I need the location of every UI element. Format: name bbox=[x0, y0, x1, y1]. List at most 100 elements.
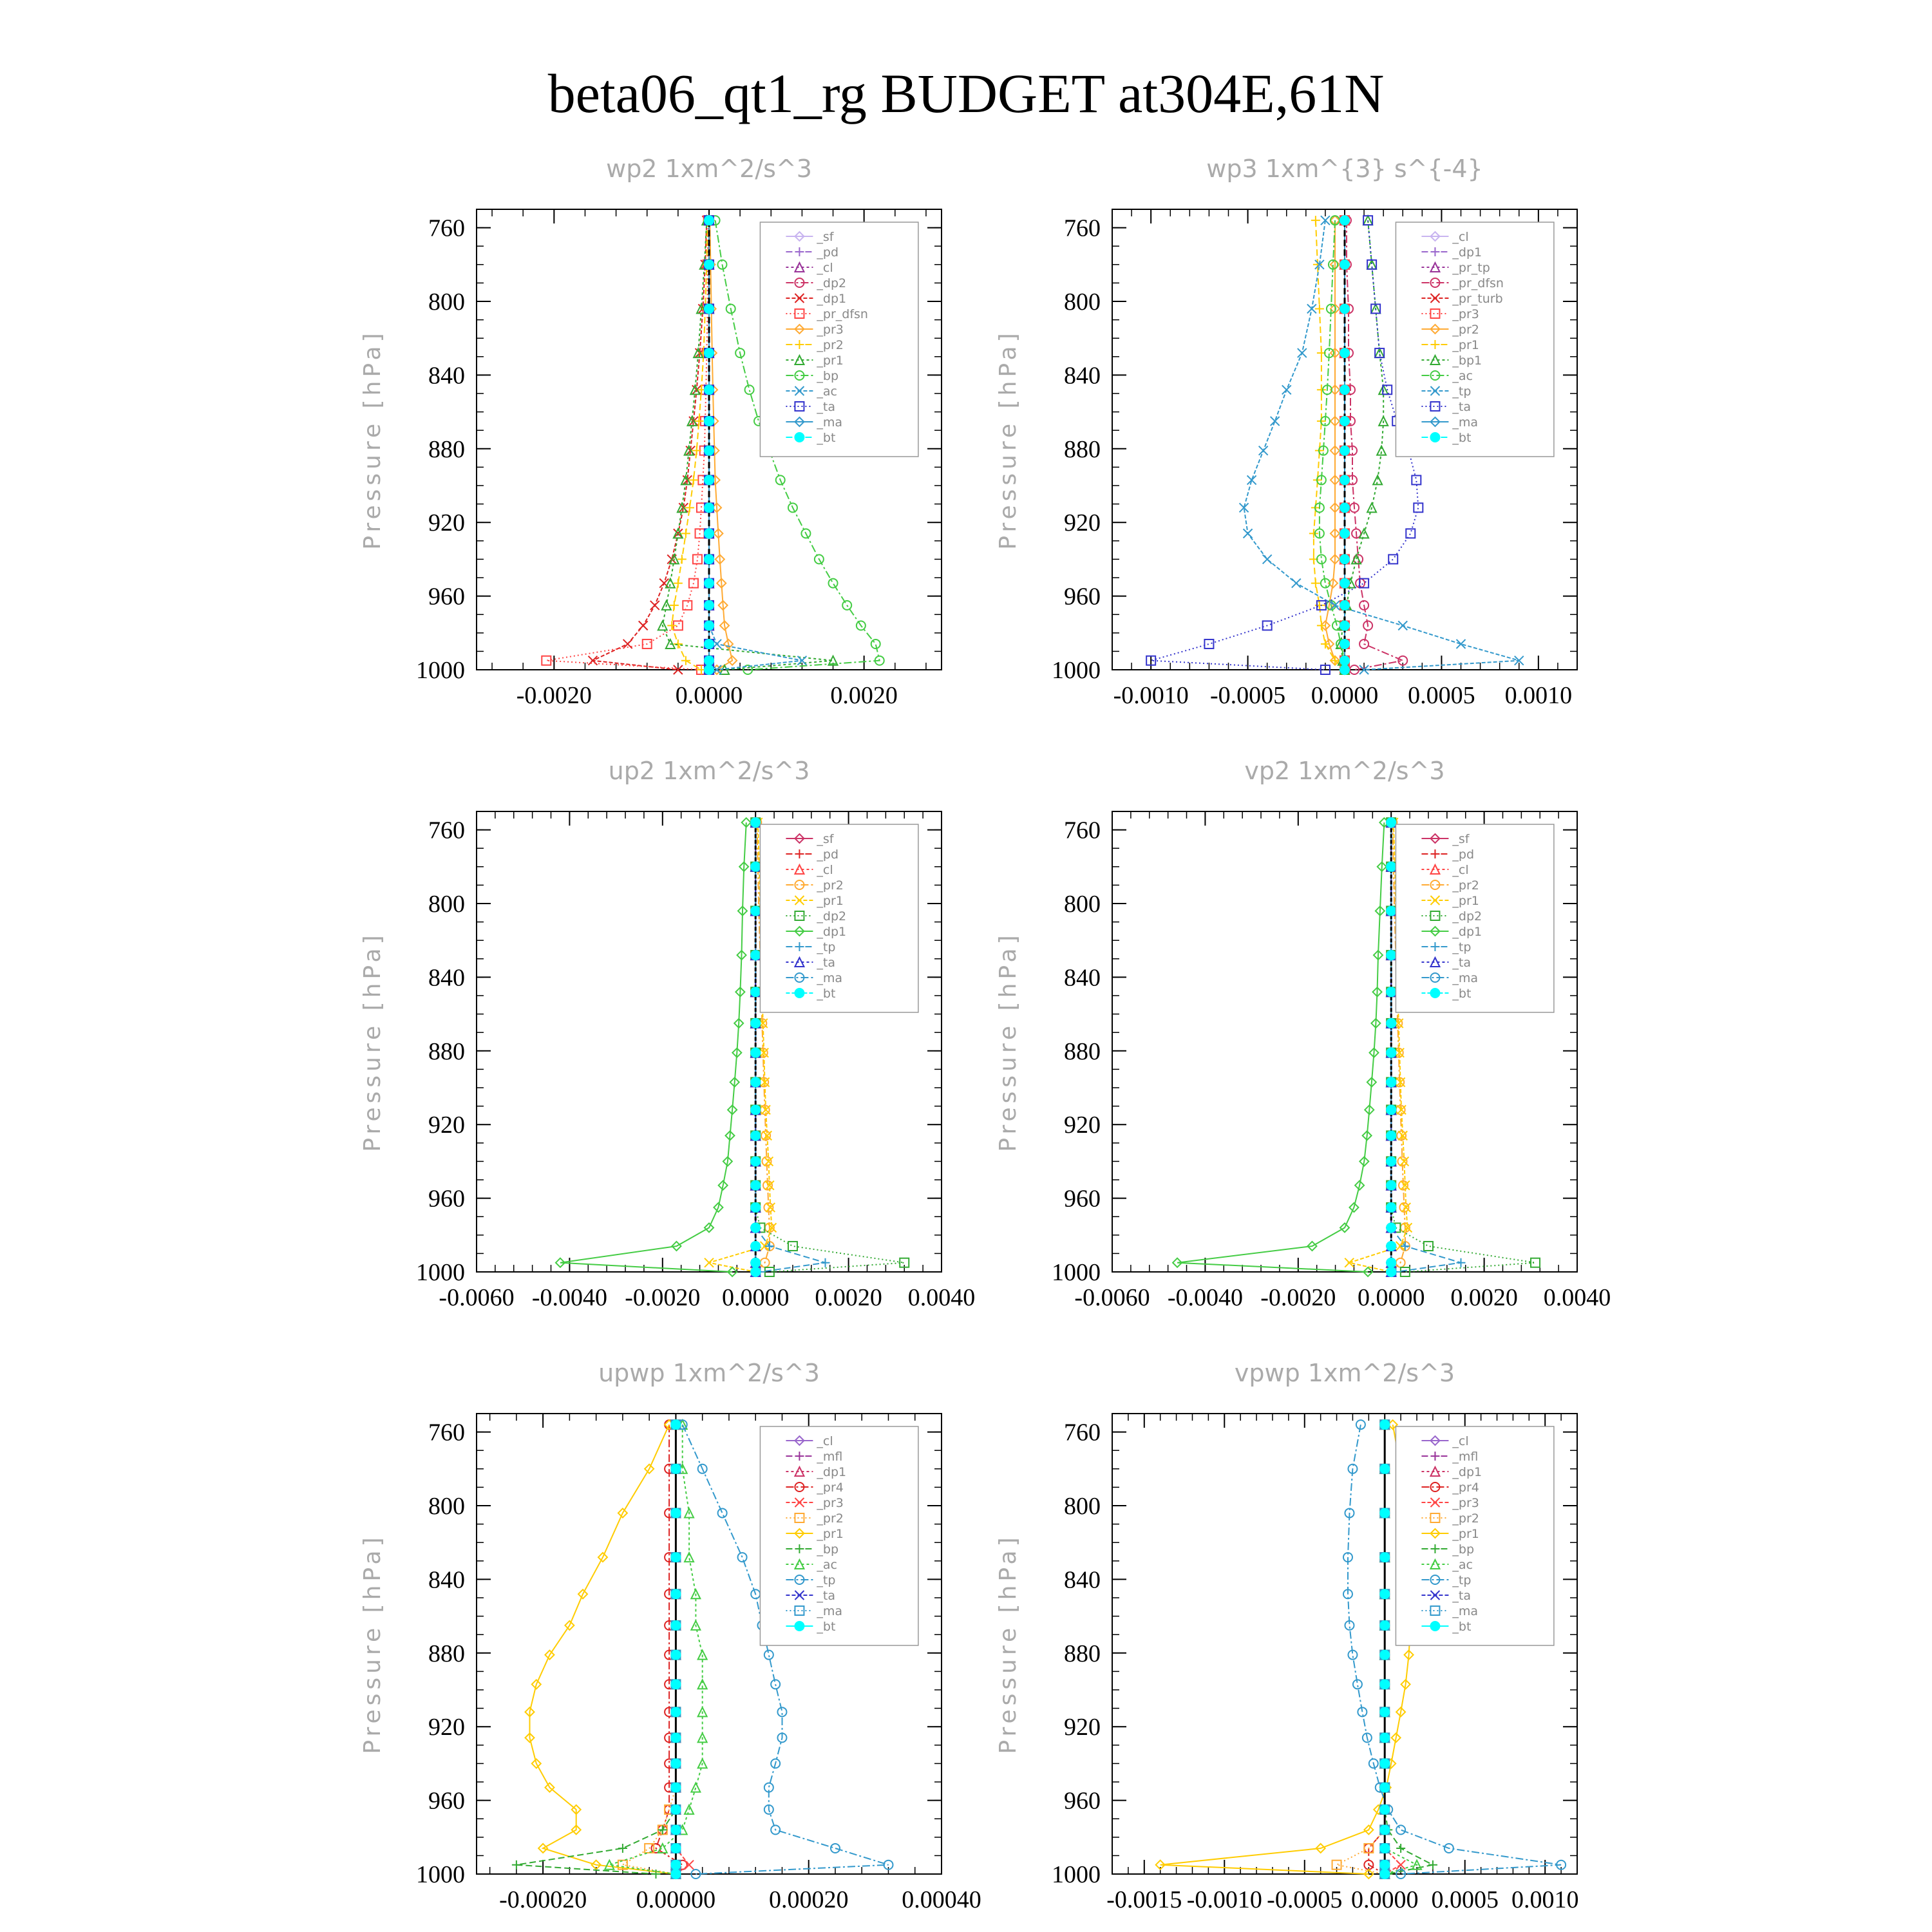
series-line-pr4 bbox=[655, 1425, 684, 1875]
legend-box bbox=[759, 1426, 919, 1646]
data-point-pr1 bbox=[1315, 1842, 1327, 1854]
data-point-pr2 bbox=[617, 1859, 628, 1870]
data-point-dp1 bbox=[734, 986, 746, 998]
data-point-ac bbox=[797, 655, 808, 666]
data-point-dp2 bbox=[787, 1240, 798, 1251]
x-tick-label: -0.0010 bbox=[1187, 1886, 1262, 1913]
data-point-pr1 bbox=[571, 1804, 582, 1815]
panel-title: wp3 1xm^{3} s^{-4} bbox=[1206, 155, 1482, 183]
x-tick-label: -0.0010 bbox=[1113, 682, 1189, 709]
data-point-bt bbox=[1340, 620, 1350, 631]
data-point-tp bbox=[770, 1758, 781, 1769]
data-point-pr1 bbox=[1399, 1156, 1410, 1167]
data-point-bt bbox=[704, 475, 714, 486]
legend-item: _bt bbox=[1421, 431, 1471, 445]
data-point-bt bbox=[670, 1842, 681, 1853]
y-axis-label: Pressure [hPa] bbox=[995, 931, 1021, 1151]
legend-item: _pr2 bbox=[1421, 1511, 1479, 1526]
legend-label: _pr1 bbox=[816, 894, 843, 908]
x-tick-label: -0.0005 bbox=[1210, 682, 1285, 709]
data-point-pr1 bbox=[1155, 1859, 1166, 1871]
legend-marker bbox=[795, 247, 804, 256]
series-line-pr1 bbox=[1312, 220, 1345, 670]
x-tick-label: -0.0040 bbox=[1168, 1284, 1243, 1311]
x-tick-label: -0.0060 bbox=[1074, 1284, 1150, 1311]
data-point-pr3 bbox=[717, 600, 729, 611]
data-point-bt bbox=[1340, 655, 1350, 666]
data-point-pr1 bbox=[571, 1824, 582, 1835]
legend-marker bbox=[794, 1435, 805, 1446]
data-point-bt bbox=[670, 1869, 681, 1879]
legend-marker bbox=[794, 1497, 805, 1508]
data-point-bp bbox=[651, 1870, 661, 1879]
data-point-bt bbox=[1340, 348, 1350, 359]
legend-label: _ac bbox=[1452, 1558, 1473, 1572]
data-point-bp1 bbox=[1372, 474, 1383, 486]
data-point-ta bbox=[1320, 665, 1331, 675]
y-axis-label: Pressure [hPa] bbox=[359, 931, 386, 1151]
data-point-pr2 bbox=[763, 1202, 774, 1213]
data-point-pr1 bbox=[1311, 578, 1320, 588]
y-tick-label: 1000 bbox=[1052, 1259, 1101, 1286]
data-point-bt bbox=[704, 554, 714, 565]
data-point-bt bbox=[750, 1180, 761, 1191]
data-point-pr2 bbox=[761, 1156, 772, 1167]
data-point-bt bbox=[1340, 578, 1350, 589]
legend-marker bbox=[1429, 354, 1441, 365]
legend-marker bbox=[795, 1544, 804, 1553]
data-point-pr3 bbox=[1396, 1859, 1406, 1870]
y-axis-label: Pressure [hPa] bbox=[359, 329, 386, 549]
y-tick-label: 960 bbox=[428, 1186, 465, 1213]
data-point-pr1 bbox=[1320, 639, 1330, 649]
data-point-bt bbox=[670, 1758, 681, 1769]
series-line-pr2 bbox=[621, 1425, 677, 1875]
data-point-bt bbox=[1379, 1589, 1390, 1600]
data-point-dp1 bbox=[729, 1077, 741, 1088]
data-point-bp bbox=[1396, 1843, 1406, 1853]
legend-item: _sf bbox=[1421, 832, 1470, 846]
data-point-bt bbox=[1379, 1758, 1390, 1769]
x-tick-label: 0.0000 bbox=[1351, 1886, 1419, 1913]
data-point-pr1 bbox=[1363, 1868, 1374, 1880]
data-point-dp1 bbox=[1366, 1077, 1378, 1088]
data-point-pr2 bbox=[692, 446, 701, 455]
data-point-bt bbox=[1379, 1552, 1390, 1563]
data-point-tp bbox=[1314, 260, 1325, 270]
legend-marker bbox=[1430, 1605, 1441, 1616]
data-point-ta bbox=[1359, 578, 1370, 589]
data-point-bt bbox=[704, 384, 714, 395]
data-point-ta bbox=[1374, 348, 1385, 359]
legend-label: _tp bbox=[1452, 940, 1471, 954]
data-point-pr-dfsn bbox=[692, 554, 703, 565]
x-tick-label: 0.0020 bbox=[1450, 1284, 1518, 1311]
y-tick-label: 1000 bbox=[1052, 1861, 1101, 1888]
legend-label: _pd bbox=[816, 245, 838, 260]
data-point-bt bbox=[1340, 384, 1350, 395]
series-line-dp1 bbox=[560, 822, 747, 1273]
data-point-bt bbox=[750, 1267, 761, 1277]
y-tick-label: 880 bbox=[428, 1038, 465, 1065]
data-point-bt bbox=[1386, 950, 1397, 961]
data-point-ac bbox=[603, 1859, 615, 1870]
data-point-bt bbox=[704, 445, 714, 456]
data-point-dp1 bbox=[1368, 1047, 1379, 1059]
legend-item: _pr3 bbox=[1421, 307, 1479, 321]
legend: _cl_mfl_dp1_pr4_pr3_pr2_pr1_bp_ac_tp_ta_… bbox=[1395, 1426, 1555, 1646]
legend-label: _ac bbox=[1452, 369, 1473, 383]
y-tick-label: 920 bbox=[1064, 509, 1101, 536]
legend-marker bbox=[793, 956, 806, 967]
data-point-pr1 bbox=[689, 384, 701, 395]
y-axis-label: Pressure [hPa] bbox=[995, 329, 1021, 549]
legend-item: _pr_tp bbox=[1421, 261, 1490, 275]
x-tick-label: 0.0000 bbox=[676, 682, 743, 709]
data-point-ac bbox=[690, 1781, 701, 1793]
legend-label: _dp1 bbox=[816, 292, 846, 306]
data-point-dp1 bbox=[736, 949, 747, 961]
y-tick-label: 840 bbox=[1064, 1566, 1101, 1593]
data-point-bt bbox=[1379, 1419, 1390, 1430]
legend-box bbox=[1395, 222, 1555, 457]
x-tick-label: -0.0060 bbox=[439, 1284, 514, 1311]
data-point-pr1 bbox=[827, 654, 839, 666]
legend-marker bbox=[1430, 432, 1441, 442]
